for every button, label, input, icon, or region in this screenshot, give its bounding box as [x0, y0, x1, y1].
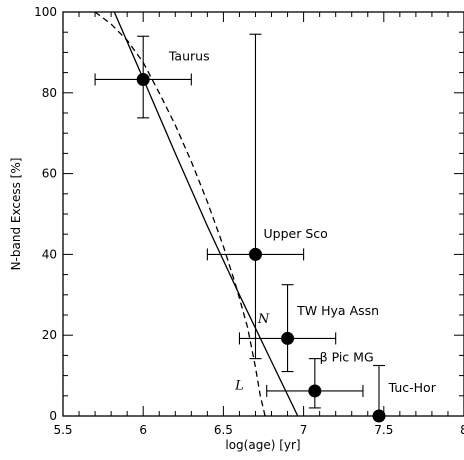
data-point: [308, 384, 322, 398]
point-label: Tuc-Hor: [388, 380, 437, 395]
x-tick-label: 6.5: [214, 423, 233, 437]
y-tick-label: 60: [42, 167, 57, 181]
y-axis-label: N-band Excess [%]: [9, 158, 23, 271]
y-tick-label: 80: [42, 86, 57, 100]
data-points: [136, 72, 386, 423]
data-point: [372, 409, 386, 423]
plot-frame: [62, 11, 464, 417]
x-tick-label: 7: [300, 423, 308, 437]
model-curves: NL: [94, 12, 299, 416]
x-axis-label: log(age) [yr]: [225, 438, 300, 452]
data-point: [248, 247, 262, 261]
curve-label-N: N: [257, 312, 270, 327]
x-tick-label: 5.5: [53, 423, 72, 437]
y-tick-label: 100: [34, 5, 57, 19]
point-labels: Taurus Upper Sco TW Hya Assn β Pic MG Tuc-Ho…: [168, 48, 437, 394]
y-tick-label: 20: [42, 328, 57, 342]
curve-label-L: L: [234, 379, 244, 394]
x-tick-label: 7.5: [374, 423, 393, 437]
point-label: β Pic MG: [320, 349, 374, 364]
tick-labels: 5.566.577.58020406080100: [34, 5, 464, 437]
ticks: [62, 11, 464, 417]
point-label: TW Hya Assn: [296, 303, 379, 318]
point-label: Upper Sco: [264, 226, 328, 241]
y-tick-label: 0: [49, 409, 57, 423]
y-tick-label: 40: [42, 247, 57, 261]
curve-L: [94, 12, 266, 416]
x-tick-label: 8: [460, 423, 464, 437]
data-point: [281, 331, 295, 345]
x-tick-label: 6: [139, 423, 147, 437]
point-label: Taurus: [168, 48, 210, 63]
data-point: [136, 72, 150, 86]
